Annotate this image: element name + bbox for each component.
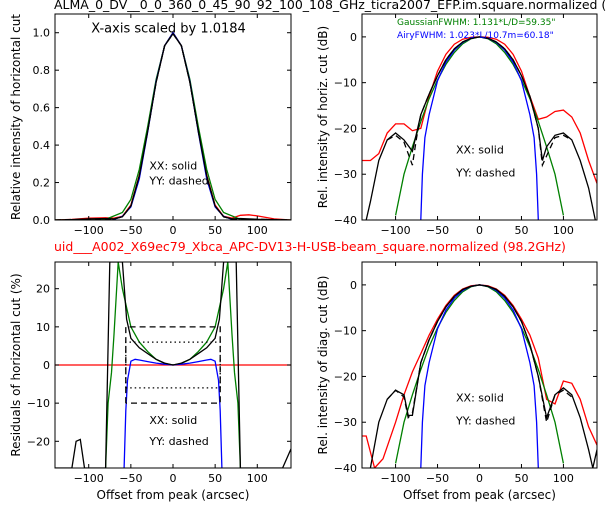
x-axis-label: Offset from peak (arcsec): [403, 488, 556, 502]
y-axis-label: Rel. intensity of diag. cut (dB): [316, 276, 330, 455]
x-tick-label: 0: [476, 472, 483, 485]
y-axis-label: Rel. intensity of horiz. cut (dB): [316, 26, 330, 208]
y-tick-label: −10: [334, 325, 357, 338]
plot-frame: [54, 13, 292, 221]
legend-entry: GaussianFWHM: 1.131*L/D=59.35": [397, 18, 555, 28]
y-tick-label: 0: [350, 31, 357, 44]
series-line-2: [112, 31, 234, 220]
annotation-text: YY: dashed: [455, 415, 515, 428]
y-tick-label: −10: [334, 77, 357, 90]
series-line-0: [362, 36, 597, 184]
series-line-5: [125, 341, 221, 389]
y-tick-label: −10: [27, 397, 50, 410]
x-tick-label: 50: [208, 472, 222, 485]
y-tick-label: 0.6: [33, 102, 51, 115]
plot-frame: [361, 13, 598, 221]
series-line-3: [369, 284, 597, 468]
y-tick-label: 10: [36, 321, 50, 334]
annotation-text: YY: dashed: [148, 435, 208, 448]
series-line-4: [55, 32, 291, 220]
series-line-3: [55, 32, 291, 220]
series-line-4: [125, 326, 221, 404]
y-axis-label: Residuals of horizontal cut (%): [9, 273, 23, 456]
figure-subtitle: uid___A002_X69ec79_Xbca_APC-DV13-H-USB-b…: [54, 239, 566, 254]
y-tick-label: −40: [334, 462, 357, 475]
y-tick-label: 0.8: [33, 64, 51, 77]
x-tick-label: 100: [247, 224, 268, 237]
series-line-3: [365, 36, 596, 220]
series-line-0: [362, 284, 597, 468]
y-tick-label: −30: [334, 168, 357, 181]
y-tick-label: 1.0: [33, 27, 51, 40]
series-line-0: [55, 31, 291, 220]
figure-title: ALMA_0_DV__0_0_360_0_45_90_92_100_108_GH…: [54, 0, 606, 12]
x-tick-label: −50: [119, 224, 142, 237]
y-tick-label: 0.4: [33, 139, 51, 152]
x-axis-label: Offset from peak (arcsec): [97, 488, 250, 502]
annotation-text: XX: solid: [456, 392, 504, 405]
x-tick-label: 100: [553, 224, 574, 237]
annotation-text: XX: solid: [149, 159, 197, 172]
series-line-4: [386, 284, 573, 423]
x-tick-label: −100: [380, 472, 410, 485]
legend-entry: AiryFWHM: 1.023*L/10.7m=60.18": [397, 31, 554, 41]
x-tick-label: −100: [74, 224, 104, 237]
series-line-4: [386, 36, 573, 168]
y-tick-label: 20: [36, 283, 50, 296]
plot-area: [55, 31, 291, 220]
annotation-text: YY: dashed: [455, 167, 515, 180]
annotation-text: XX: solid: [456, 144, 504, 157]
y-tick-label: 0.0: [33, 214, 51, 227]
y-tick-label: −40: [334, 214, 357, 227]
plot-frame: [361, 261, 598, 469]
y-tick-label: −20: [334, 122, 357, 135]
x-tick-label: 50: [514, 224, 528, 237]
annotation-text: X-axis scaled by 1.0184: [91, 22, 246, 37]
x-tick-label: −100: [74, 472, 104, 485]
y-tick-label: −20: [334, 370, 357, 383]
panel-top-left: −100 −50 0 50 100 0.0 0.2 0.4 0.6 0.8 1.0 Relative …: [9, 13, 292, 237]
x-tick-label: 100: [247, 472, 268, 485]
y-tick-label: −30: [334, 416, 357, 429]
x-tick-label: 0: [476, 224, 483, 237]
y-axis-label: Relative intensity of horizontal cut: [9, 14, 23, 220]
series-line-2: [420, 284, 539, 468]
series-line-3: [55, 262, 291, 468]
x-tick-label: 50: [208, 224, 222, 237]
annotation-text: YY: dashed: [148, 174, 208, 187]
y-tick-label: 0: [43, 359, 50, 372]
y-tick-label: 0.2: [33, 177, 51, 190]
x-tick-label: −50: [426, 224, 449, 237]
x-tick-label: −50: [426, 472, 449, 485]
x-tick-label: 100: [553, 472, 574, 485]
x-tick-label: −100: [380, 224, 410, 237]
plot-area: [362, 284, 597, 468]
y-tick-label: 0: [350, 279, 357, 292]
y-tick-label: −20: [27, 435, 50, 448]
x-tick-label: 0: [170, 472, 177, 485]
x-tick-label: 50: [514, 472, 528, 485]
plot-area: [362, 36, 597, 220]
series-line-2: [420, 36, 539, 220]
plot-area: [55, 262, 291, 468]
series-line-1: [55, 31, 291, 220]
x-tick-label: 0: [170, 224, 177, 237]
annotation-text: XX: solid: [149, 414, 197, 427]
x-tick-label: −50: [119, 472, 142, 485]
